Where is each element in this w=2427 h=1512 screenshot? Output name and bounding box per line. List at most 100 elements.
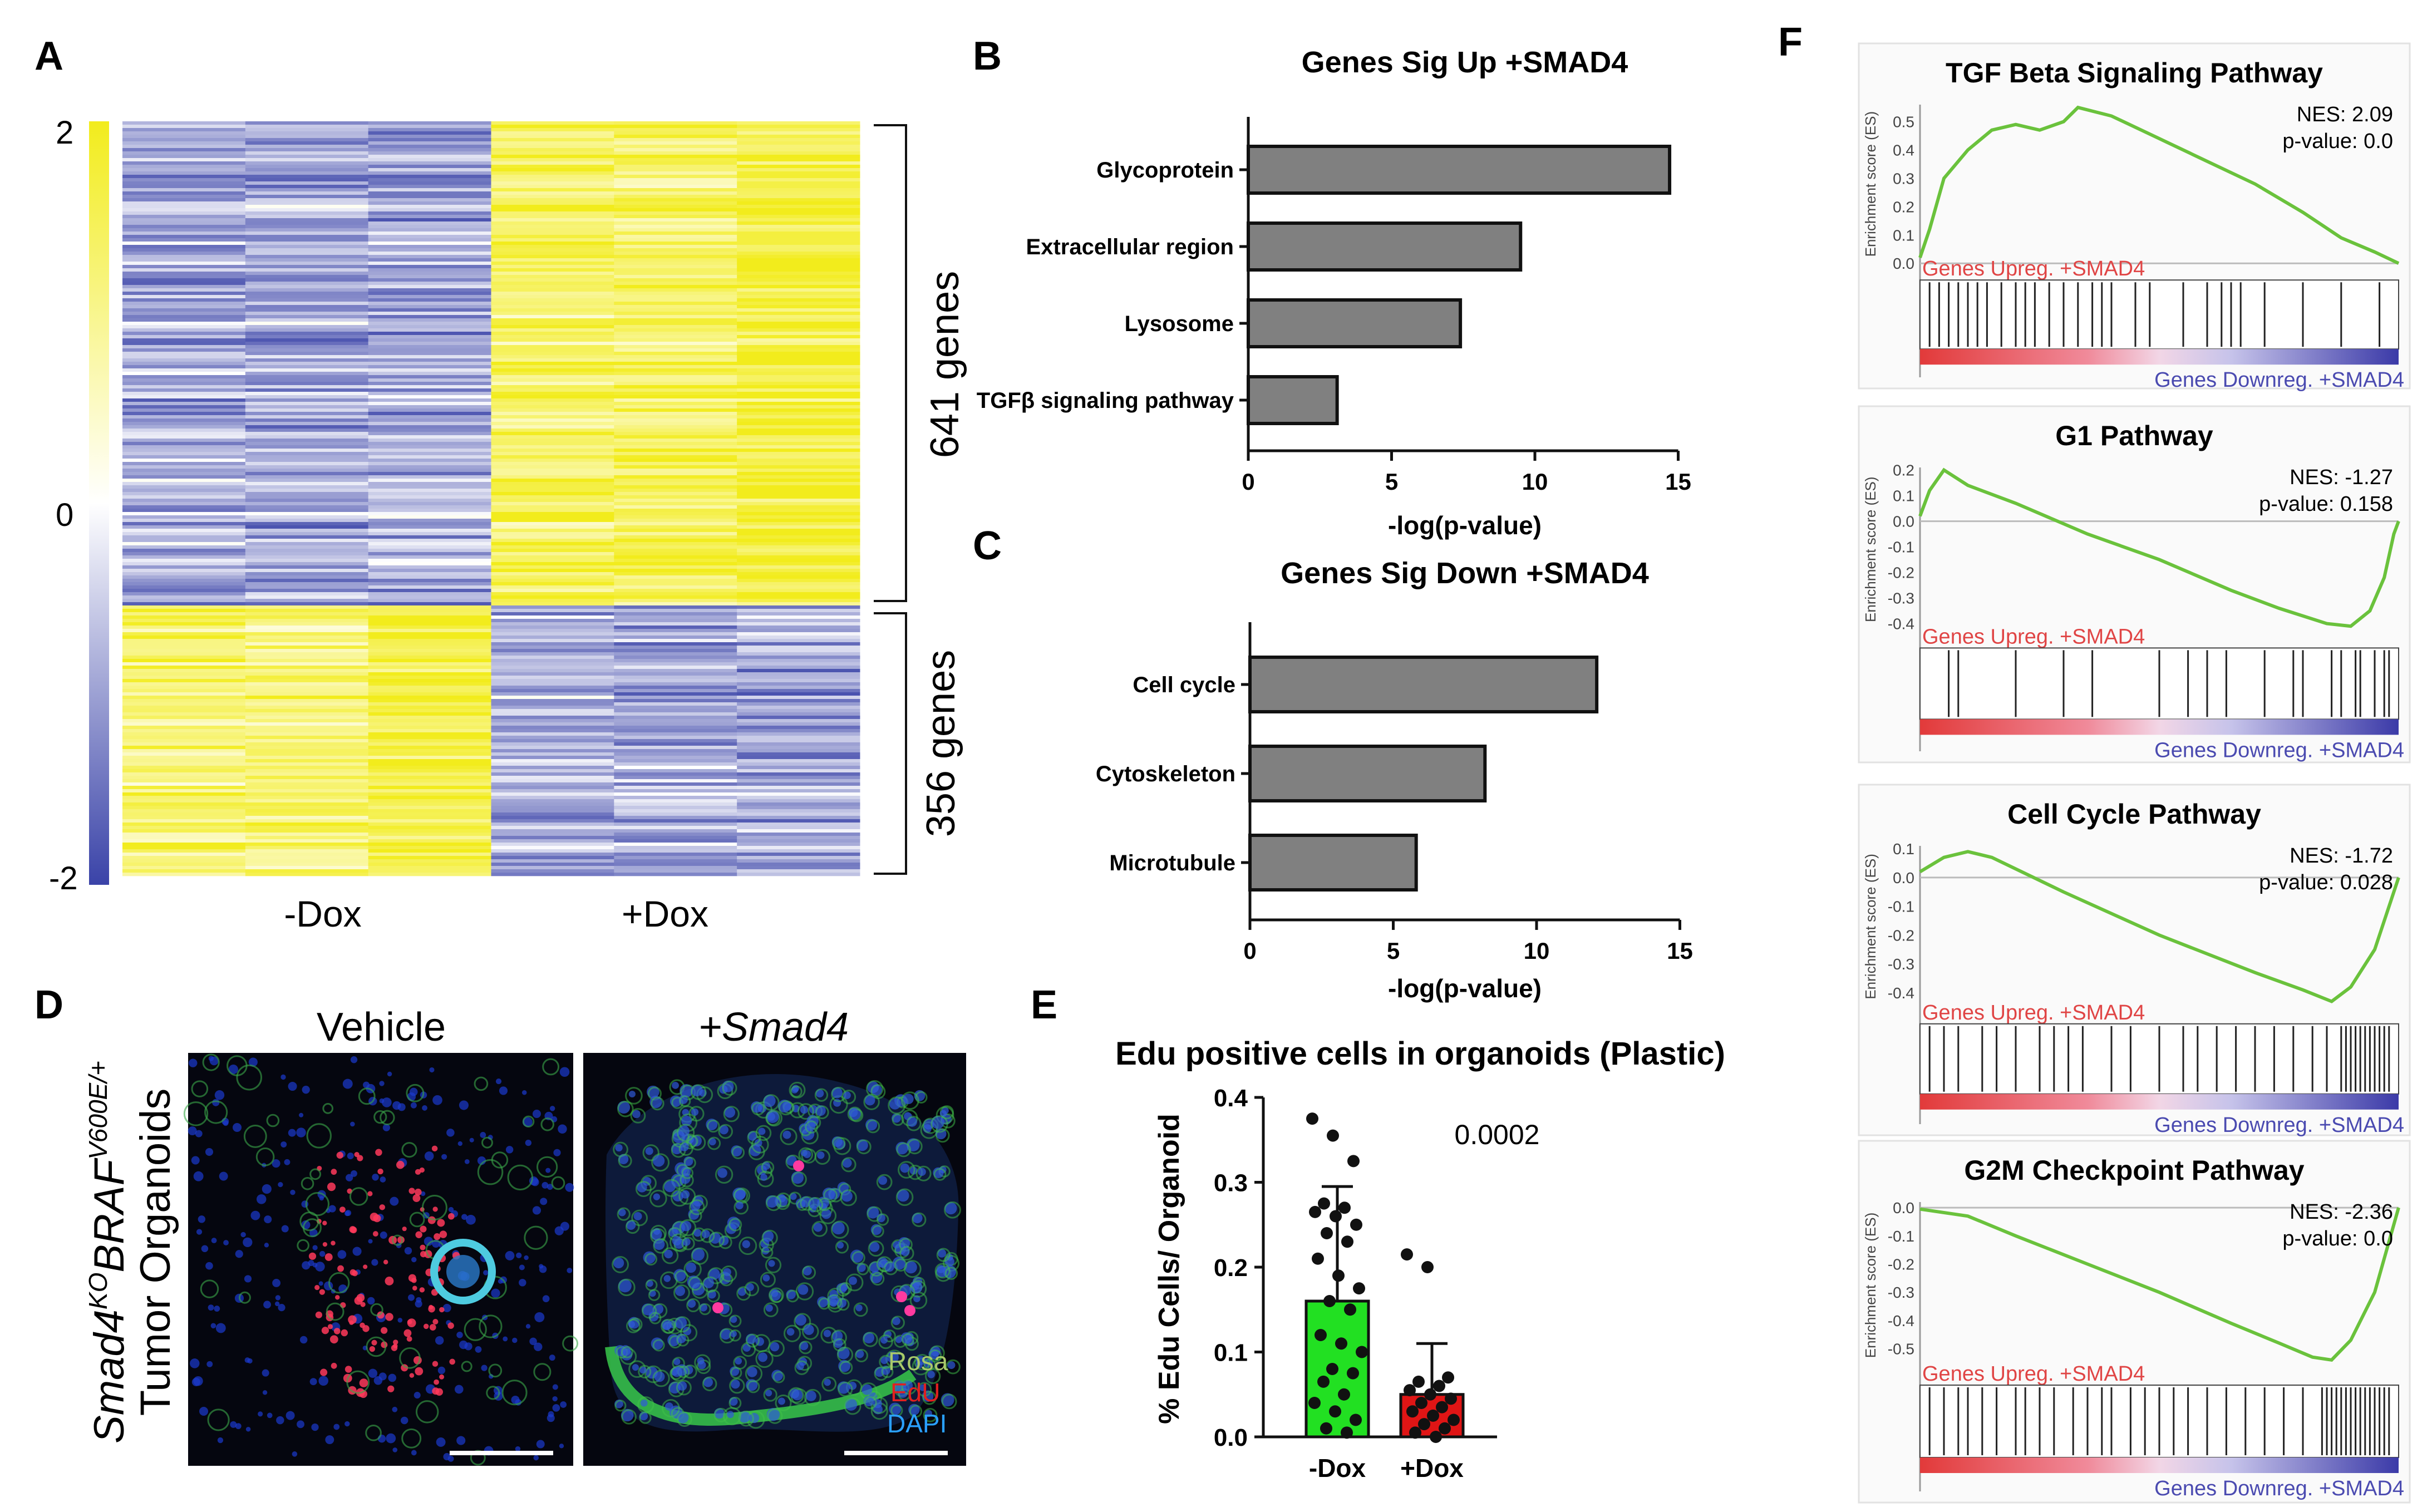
- gsea-nes: NES: -2.36: [2290, 1200, 2393, 1224]
- heatmap-cell: [491, 252, 614, 255]
- dapi-nucleus: [671, 1366, 682, 1377]
- edu-nucleus: [377, 1168, 383, 1175]
- edu-nucleus: [363, 1264, 368, 1269]
- rosa-cell: [183, 1101, 209, 1126]
- heatmap-cell: [614, 525, 737, 529]
- heatmap-cell: [122, 759, 246, 763]
- rosa-cell: [944, 1201, 961, 1219]
- rosa-cell: [778, 1100, 794, 1116]
- dapi-nucleus: [900, 1163, 910, 1173]
- heatmap-cell: [122, 492, 246, 496]
- heatmap-cell: [614, 853, 737, 856]
- heatmap-cell: [614, 225, 737, 229]
- heatmap-cell: [737, 372, 860, 376]
- heatmap-cell: [614, 499, 737, 503]
- rosa-cell: [763, 1302, 779, 1317]
- rosa-cell: [718, 1124, 733, 1139]
- heatmap-cell: [614, 348, 737, 352]
- heatmap-cell: [368, 679, 491, 683]
- heatmap-cell: [245, 328, 369, 332]
- rosa-cell: [625, 1087, 643, 1105]
- heatmap-cell: [245, 809, 369, 813]
- heatmap-cell: [368, 599, 491, 603]
- heatmap-cell: [614, 779, 737, 783]
- dapi-nucleus: [483, 1270, 489, 1275]
- heatmap-cell: [245, 128, 369, 132]
- edu-nucleus: [385, 1313, 393, 1321]
- heatmap-cell: [368, 532, 491, 536]
- dapi-nucleus: [262, 1184, 272, 1194]
- heatmap-cell: [368, 155, 491, 159]
- bar: [1247, 145, 1672, 195]
- heatmap-cell: [245, 355, 369, 359]
- heatmap-cell: [368, 732, 491, 736]
- heatmap-cell: [491, 666, 614, 669]
- heatmap-cell: [614, 615, 737, 619]
- heatmap-cell: [614, 292, 737, 295]
- heatmap-cell: [614, 255, 737, 259]
- heatmap-cell: [737, 439, 860, 442]
- heatmap-cell: [737, 646, 860, 649]
- heatmap-cell: [245, 405, 369, 409]
- heatmap-cell: [245, 532, 369, 536]
- edu-nucleus: [439, 1230, 447, 1238]
- chart-c-title: Genes Sig Down +SMAD4: [1281, 556, 1649, 590]
- rosa-cell: [896, 1142, 911, 1158]
- heatmap-cell: [122, 792, 246, 796]
- dapi-nucleus: [217, 1437, 224, 1444]
- edu-nucleus: [391, 1344, 398, 1351]
- heatmap-cell: [491, 338, 614, 342]
- bar: [1248, 656, 1599, 713]
- heatmap-cell: [245, 185, 369, 189]
- heatmap-cell: [122, 609, 246, 613]
- dapi-nucleus: [214, 1306, 220, 1312]
- heatmap-cell: [122, 736, 246, 740]
- heatmap-cell: [368, 248, 491, 252]
- heatmap-cell: [245, 652, 369, 656]
- heatmap-cell: [245, 282, 369, 285]
- heatmap-cell: [614, 505, 737, 509]
- heatmap-cell: [368, 559, 491, 563]
- data-point: [1338, 1201, 1351, 1214]
- dapi-nucleus: [758, 1352, 768, 1362]
- heatmap-cell: [245, 545, 369, 549]
- heatmap-cell: [122, 646, 246, 649]
- heatmap-cell: [614, 799, 737, 803]
- heatmap-cell: [368, 539, 491, 543]
- heatmap-cell: [245, 465, 369, 469]
- heatmap-cell: [491, 766, 614, 770]
- heatmap-cell: [245, 432, 369, 436]
- rosa-cell: [814, 1149, 830, 1165]
- heatmap-cell: [737, 806, 860, 810]
- heatmap-cell: [368, 499, 491, 503]
- heatmap-cell: [614, 185, 737, 189]
- heatmap-cell: [491, 121, 614, 125]
- dapi-nucleus: [337, 1250, 347, 1259]
- heatmap-cell: [614, 636, 737, 639]
- edu-nucleus: [415, 1231, 422, 1238]
- dapi-nucleus: [618, 1279, 632, 1293]
- rosa-cell: [851, 1250, 865, 1265]
- heatmap-cell: [122, 128, 246, 132]
- heatmap-cell: [491, 358, 614, 362]
- dapi-nucleus: [782, 1130, 791, 1139]
- dapi-nucleus: [719, 1125, 728, 1135]
- heatmap-cell: [737, 802, 860, 806]
- rosa-cell: [868, 1240, 884, 1257]
- heatmap-cell: [245, 288, 369, 292]
- heatmap-cell: [737, 512, 860, 516]
- rosa-cell: [688, 1276, 702, 1291]
- heatmap-cell: [737, 819, 860, 823]
- heatmap-cell: [614, 295, 737, 299]
- dapi-nucleus: [645, 1147, 653, 1155]
- heatmap-cell: [737, 402, 860, 406]
- rosa-cell: [839, 1361, 853, 1375]
- heatmap-cell: [491, 408, 614, 412]
- edu-nucleus: [331, 1169, 337, 1175]
- heatmap-cell: [368, 175, 491, 179]
- rosa-cell: [832, 1136, 846, 1150]
- heatmap-cell: [491, 322, 614, 326]
- heatmap-cell: [245, 429, 369, 432]
- rosa-cell: [326, 1302, 344, 1321]
- heatmap-cell: [122, 819, 246, 823]
